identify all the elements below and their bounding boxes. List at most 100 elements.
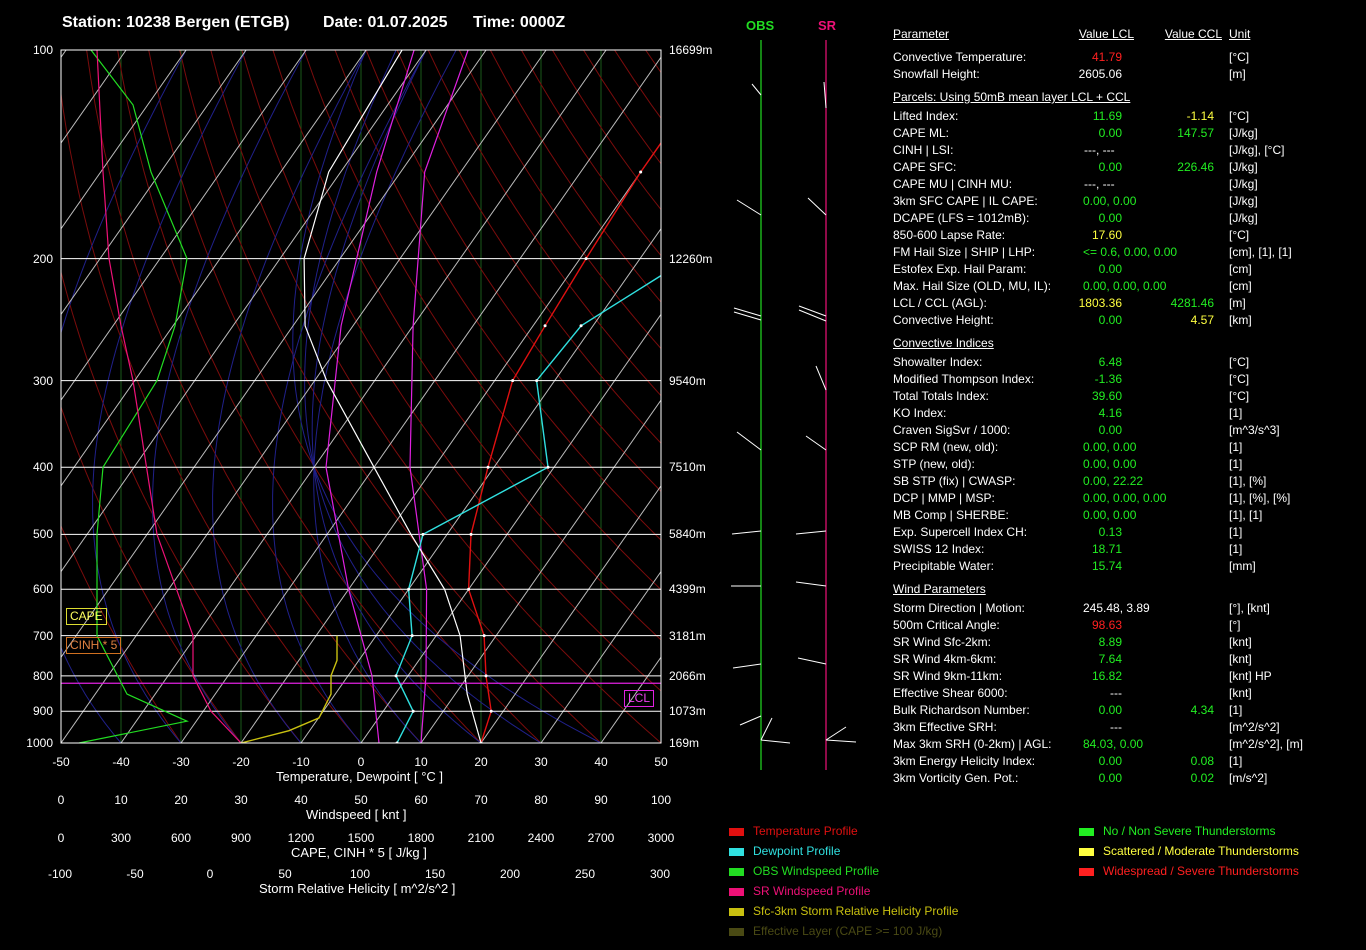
isotherm (480, 484, 661, 743)
temp-tick-label: -10 (292, 755, 310, 769)
parcel-curve (325, 50, 415, 743)
wind-tick-label: 90 (594, 793, 608, 807)
dry-adiabat (241, 50, 661, 692)
param-row: 850-600 Lapse Rate: 17.60 [°C] (893, 227, 1363, 243)
param-row: Modified Thompson Index: -1.36 [°C] (893, 371, 1363, 387)
legend-label: Effective Layer (CAPE >= 100 J/kg) (753, 924, 943, 938)
moist-adiabat (313, 50, 457, 743)
param-row: FM Hail Size | SHIP | LHP: <= 0.6, 0.00, … (893, 244, 1363, 260)
param-unit: [J/kg] (1229, 160, 1258, 174)
legend-swatch (1079, 867, 1094, 876)
param-value-lcl: 0.00, 0.00, 0.00 (1083, 279, 1167, 293)
isotherm (360, 313, 661, 743)
param-value-lcl: 0.00, 0.00, 0.00 (1083, 491, 1167, 505)
param-value-lcl: 0.00, 0.00 (1083, 508, 1137, 522)
isotherm (0, 50, 6, 743)
param-row: Convective Height: 0.00 4.57 [km] (893, 312, 1363, 328)
dry-adiabat (396, 50, 661, 444)
param-name: CAPE ML: (893, 126, 950, 140)
pressure-tick-label: 600 (32, 582, 53, 597)
param-row: Estofex Exp. Hail Param: 0.00 [cm] (893, 261, 1363, 277)
param-unit: [°C] (1229, 50, 1250, 64)
legend-item: SR Windspeed Profile (729, 883, 958, 903)
pressure-tick-label: 200 (32, 251, 53, 266)
param-name: SB STP (fix) | CWASP: (893, 474, 1016, 488)
temp-tick-label: 30 (534, 755, 548, 769)
param-name: Effective Shear 6000: (893, 686, 1008, 700)
wind-barb (815, 365, 827, 391)
param-name: Convective Height: (893, 313, 994, 327)
pressure-tick-label: 400 (32, 460, 53, 475)
param-value-ccl: 0.02 (1190, 771, 1214, 785)
obs-windspeed-line (78, 50, 189, 743)
height-tick-label: 12260m (669, 251, 713, 266)
legend-swatch (729, 907, 744, 916)
param-row: Precipitable Water: 15.74 [mm] (893, 558, 1363, 574)
param-unit: [1] (1229, 406, 1243, 420)
wind-barb (733, 307, 762, 317)
height-tick-label: 9540m (669, 373, 706, 388)
dewpoint-point (411, 709, 415, 713)
moist-adiabat (304, 50, 542, 743)
wind-barb (823, 81, 827, 109)
section-label: Wind Parameters (893, 582, 986, 596)
param-unit: [m/s^2] (1229, 771, 1268, 785)
wind-barb (751, 83, 762, 96)
dry-adiabat (148, 50, 542, 743)
param-name: Max 3km SRH (0-2km) | AGL: (893, 737, 1052, 751)
dry-adiabat (427, 50, 661, 397)
param-unit: [knt] HP (1229, 669, 1272, 683)
legend-item: No / Non Severe Thunderstorms (1079, 823, 1299, 843)
wind-barb (736, 199, 762, 216)
param-name: 3km Effective SRH: (893, 720, 997, 734)
param-value-ccl: 4.34 (1190, 703, 1214, 717)
cape-tick-label: 300 (110, 831, 132, 845)
wind-tick-label: 30 (234, 793, 248, 807)
param-unit: [mm] (1229, 559, 1256, 573)
param-row: 3km Energy Helicity Index: 0.00 0.08 [1] (893, 753, 1363, 769)
param-value-lcl: ---, --- (1084, 143, 1115, 157)
dry-adiabat (334, 50, 661, 541)
legend-item: Dewpoint Profile (729, 843, 958, 863)
param-row: Bulk Richardson Number: 0.00 4.34 [1] (893, 702, 1363, 718)
temp-tick-label: -40 (112, 755, 130, 769)
param-value-lcl: --- (1110, 686, 1122, 700)
isotherm (180, 56, 661, 743)
param-row: CINH | LSI: ---, --- [J/kg], [°C] (893, 142, 1363, 158)
param-value-lcl: 2605.06 (1078, 67, 1122, 81)
height-tick-label: 1073m (669, 704, 706, 719)
param-unit: [1] (1229, 754, 1243, 768)
param-row: LCL / CCL (AGL): 1803.36 4281.46 [m] (893, 295, 1363, 311)
param-unit: [knt] (1229, 652, 1252, 666)
dewpoint-point (546, 465, 550, 469)
param-name: LCL / CCL (AGL): (893, 296, 987, 310)
param-value-lcl: 15.74 (1091, 559, 1122, 573)
param-unit: [cm] (1229, 279, 1252, 293)
temperature-point (543, 324, 547, 328)
section-label: Parcels: Using 50mB mean layer LCL + CCL (893, 90, 1131, 104)
section-label: Convective Indices (893, 336, 994, 350)
wind-tick-label: 40 (294, 793, 308, 807)
wind-tick-label: 60 (414, 793, 428, 807)
param-value-lcl: 0.00 (1098, 211, 1122, 225)
time-title: Time: 0000Z (473, 14, 566, 31)
wind-barb (795, 530, 827, 535)
param-unit: [knt] (1229, 686, 1252, 700)
param-name: SR Wind Sfc-2km: (893, 635, 992, 649)
sr-wind-header: SR (818, 18, 837, 33)
param-unit: [m^3/s^3] (1229, 423, 1280, 437)
legend-label: Widespread / Severe Thunderstorms (1103, 864, 1299, 878)
wind-tick-label: 50 (354, 793, 368, 807)
cape-box: CAPE (66, 608, 107, 625)
legend-label: Temperature Profile (753, 824, 858, 838)
param-header-name: Parameter (893, 27, 950, 41)
param-row: Total Totals Index: 39.60 [°C] (893, 388, 1363, 404)
param-header-row: Parameter Value LCL Value CCL Unit (893, 26, 1363, 42)
temperature-line (467, 141, 661, 743)
height-tick-label: 2066m (669, 668, 706, 683)
height-tick-label: 16699m (669, 43, 713, 57)
height-tick-label: 5840m (669, 527, 706, 542)
wind-barb (798, 309, 827, 322)
param-value-lcl: --- (1110, 720, 1122, 734)
param-name: Total Totals Index: (893, 389, 989, 403)
